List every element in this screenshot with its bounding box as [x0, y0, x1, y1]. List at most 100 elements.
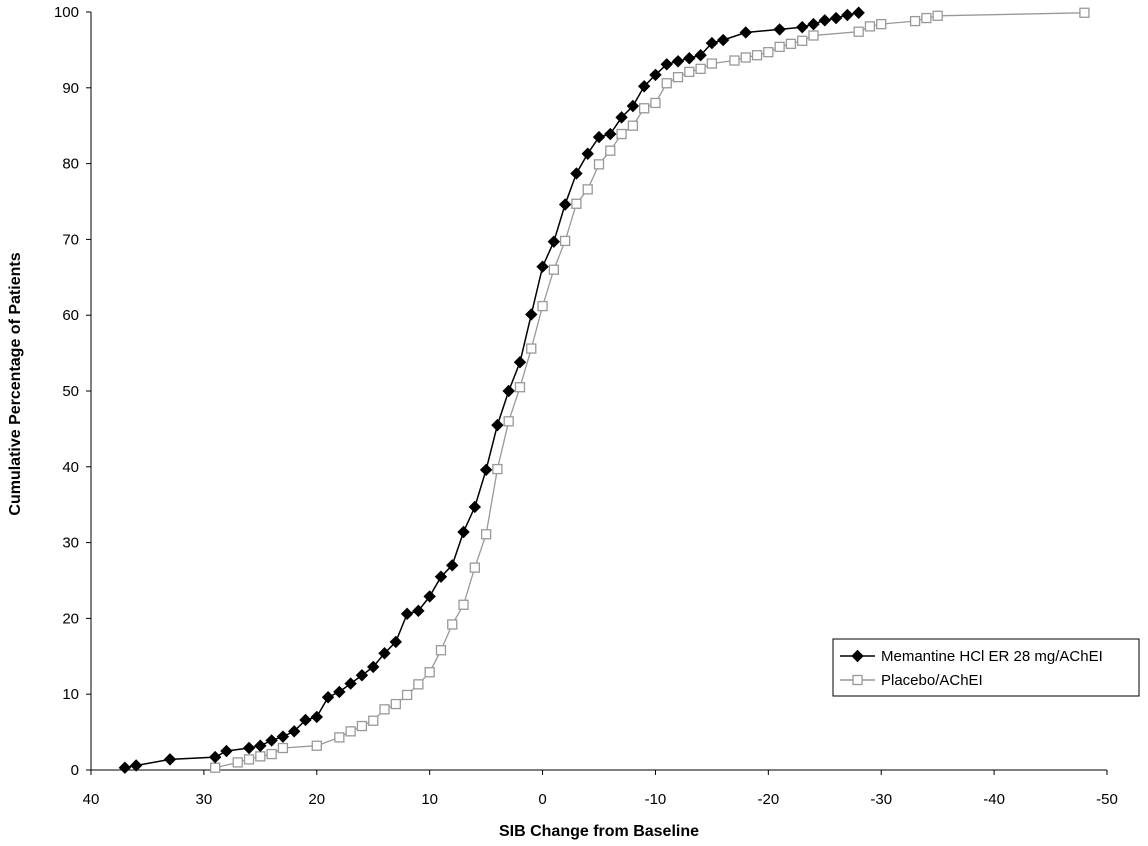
- data-point: [400, 607, 414, 621]
- data-point: [423, 590, 436, 603]
- data-point: [334, 732, 345, 743]
- data-point: [694, 48, 707, 62]
- data-point: [729, 55, 740, 66]
- data-point: [242, 741, 256, 755]
- data-point: [401, 689, 413, 701]
- data-point: [853, 26, 864, 37]
- y-tick-label: 100: [54, 4, 79, 21]
- series-placebo: [210, 7, 1090, 773]
- data-point: [739, 26, 752, 39]
- data-point: [514, 382, 526, 393]
- data-point: [469, 562, 480, 573]
- data-point: [661, 78, 672, 89]
- data-point: [118, 761, 132, 774]
- data-point: [480, 529, 492, 540]
- data-point: [795, 20, 809, 34]
- data-point: [536, 260, 549, 273]
- data-point: [344, 677, 357, 690]
- y-tick-label: 70: [62, 231, 79, 248]
- data-point: [287, 725, 301, 738]
- data-point: [424, 667, 435, 678]
- data-point: [751, 50, 763, 61]
- data-point: [932, 10, 943, 21]
- legend-entry: Memantine HCl ER 28 mg/AChEI: [840, 648, 1103, 665]
- legend-label: Placebo/AChEI: [881, 672, 983, 689]
- data-point: [129, 759, 143, 772]
- y-tick-label: 30: [62, 535, 79, 552]
- data-point: [639, 103, 650, 114]
- data-point: [684, 66, 695, 78]
- data-point: [626, 99, 640, 113]
- data-point: [615, 111, 628, 124]
- data-point: [491, 418, 504, 432]
- data-point: [650, 97, 661, 109]
- data-point: [378, 647, 391, 660]
- data-point: [581, 147, 594, 160]
- data-point: [740, 52, 751, 63]
- data-point: [537, 300, 548, 312]
- x-tick-label: 0: [538, 791, 546, 808]
- data-point: [672, 72, 684, 83]
- data-point: [208, 750, 222, 764]
- data-point: [1079, 7, 1090, 18]
- data-point: [559, 235, 571, 247]
- x-tick-label: 20: [308, 791, 325, 808]
- data-point: [808, 30, 819, 41]
- data-point: [604, 127, 617, 141]
- data-point: [479, 463, 493, 477]
- data-point: [571, 198, 582, 209]
- data-point: [457, 525, 470, 539]
- data-point: [695, 63, 706, 74]
- x-tick-label: -30: [870, 791, 892, 808]
- series-line: [124, 12, 859, 769]
- data-point: [243, 754, 255, 765]
- data-point: [389, 635, 403, 649]
- data-point: [763, 47, 774, 58]
- data-point: [774, 41, 785, 53]
- data-point: [492, 463, 503, 475]
- data-point: [502, 384, 515, 398]
- data-point: [807, 17, 820, 31]
- data-point: [616, 128, 627, 140]
- data-point: [660, 58, 673, 71]
- y-tick-label: 90: [62, 80, 79, 97]
- data-point: [592, 130, 606, 144]
- legend: Memantine HCl ER 28 mg/AChEI Placebo/AChE…: [832, 638, 1140, 697]
- data-point: [627, 120, 639, 131]
- data-point: [232, 757, 243, 768]
- data-point: [266, 748, 277, 760]
- series-layer: [118, 6, 1090, 774]
- data-point: [705, 36, 719, 50]
- legend-box: [832, 638, 1140, 697]
- data-point: [605, 145, 616, 156]
- data-point: [413, 679, 424, 690]
- data-point: [390, 698, 401, 710]
- data-point: [446, 559, 459, 572]
- legend-label: Memantine HCl ER 28 mg/AChEI: [881, 648, 1103, 665]
- data-point: [818, 14, 831, 27]
- data-point: [310, 710, 323, 724]
- data-point: [458, 599, 469, 610]
- data-point: [379, 704, 390, 715]
- data-point: [210, 762, 221, 773]
- data-point: [368, 715, 379, 726]
- data-point: [434, 570, 448, 583]
- data-point: [412, 604, 425, 618]
- data-point: [683, 52, 696, 65]
- data-point: [311, 740, 322, 751]
- data-point: [547, 235, 561, 248]
- data-point: [773, 23, 786, 36]
- x-tick-label: -10: [645, 791, 667, 808]
- data-point: [716, 33, 730, 47]
- data-point: [435, 645, 447, 656]
- x-tick-label: -50: [1096, 791, 1118, 808]
- data-point: [671, 55, 685, 68]
- data-point: [276, 730, 290, 743]
- data-point: [277, 742, 289, 754]
- data-point: [921, 12, 932, 24]
- data-point: [356, 720, 368, 732]
- data-point: [582, 184, 593, 195]
- y-tick-label: 60: [62, 307, 79, 324]
- x-axis-title: SIB Change from Baseline: [499, 823, 699, 840]
